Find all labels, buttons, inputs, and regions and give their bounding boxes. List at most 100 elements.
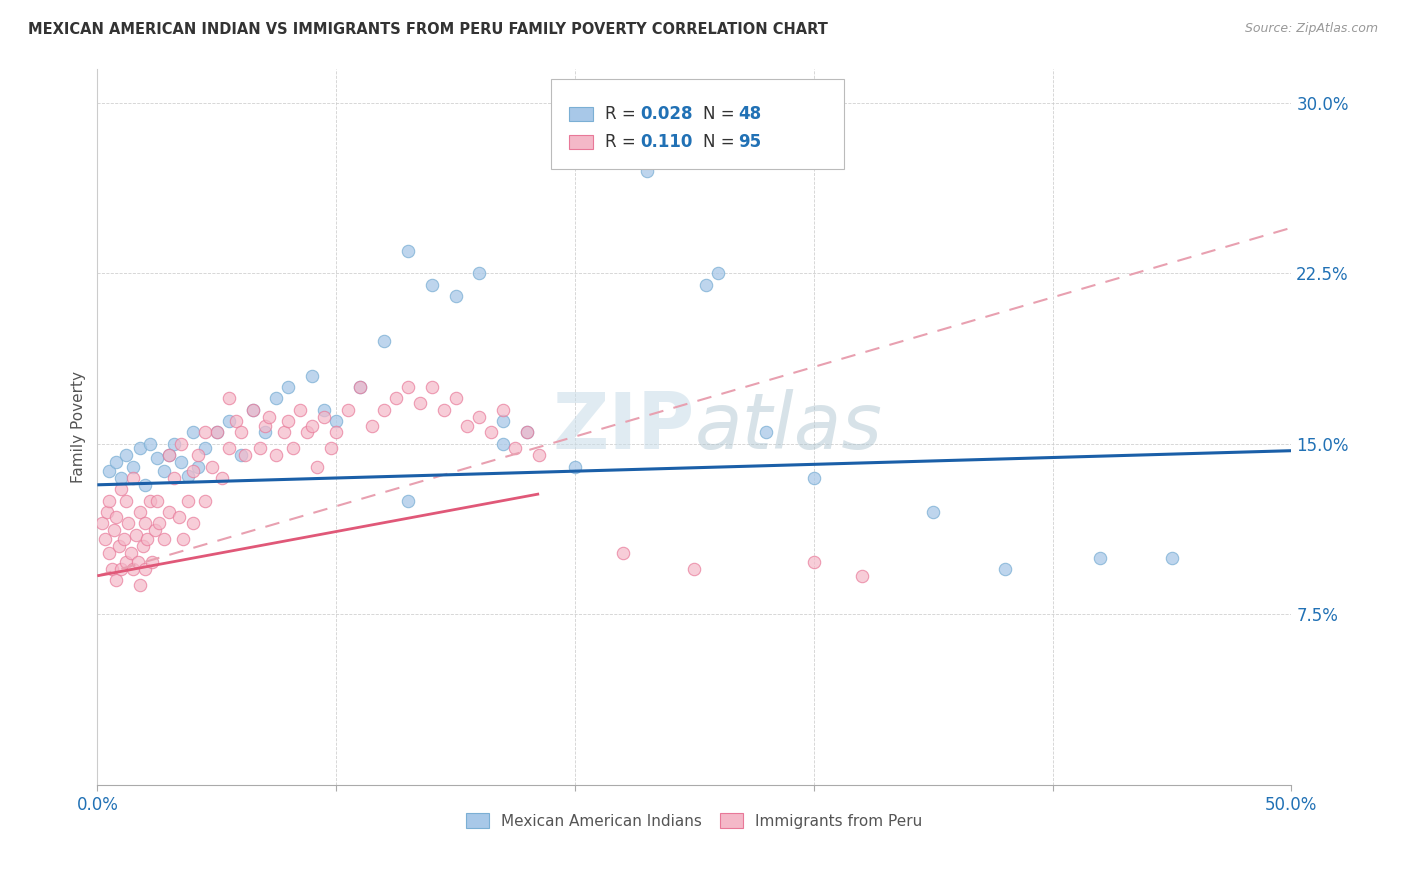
Point <box>100 562 122 576</box>
Point <box>93 533 115 547</box>
Point <box>157 505 180 519</box>
Point <box>242 402 264 417</box>
Point <box>301 418 323 433</box>
Text: N =: N = <box>703 105 740 123</box>
Point <box>181 464 204 478</box>
Point <box>110 471 132 485</box>
Point <box>409 396 432 410</box>
Point <box>396 380 419 394</box>
Point <box>136 533 159 547</box>
Point <box>141 555 163 569</box>
Point <box>181 425 204 440</box>
Point <box>115 555 138 569</box>
Point <box>297 425 319 440</box>
Point <box>277 414 299 428</box>
Point <box>695 277 717 292</box>
Point <box>1090 550 1112 565</box>
Point <box>96 505 118 519</box>
Point <box>153 464 176 478</box>
Point <box>229 425 252 440</box>
Point <box>321 442 343 456</box>
Point <box>124 528 146 542</box>
FancyBboxPatch shape <box>551 79 844 169</box>
Point <box>177 493 200 508</box>
Point <box>129 578 152 592</box>
Point <box>157 448 180 462</box>
Text: MEXICAN AMERICAN INDIAN VS IMMIGRANTS FROM PERU FAMILY POVERTY CORRELATION CHART: MEXICAN AMERICAN INDIAN VS IMMIGRANTS FR… <box>28 22 828 37</box>
Point <box>259 409 281 424</box>
Point <box>283 442 305 456</box>
Point <box>218 392 240 406</box>
Point <box>266 448 288 462</box>
Point <box>98 493 121 508</box>
Point <box>157 448 180 462</box>
Point <box>127 555 149 569</box>
Point <box>373 402 395 417</box>
Point <box>134 516 156 531</box>
Point <box>132 539 155 553</box>
Point <box>994 562 1017 576</box>
Point <box>108 539 131 553</box>
Point <box>349 380 371 394</box>
Point <box>396 244 419 258</box>
Point <box>277 380 299 394</box>
Point <box>110 483 132 497</box>
Text: Source: ZipAtlas.com: Source: ZipAtlas.com <box>1244 22 1378 36</box>
Point <box>444 289 467 303</box>
Point <box>110 562 132 576</box>
Point <box>187 448 209 462</box>
Point <box>803 471 825 485</box>
Text: 0.028: 0.028 <box>641 105 693 123</box>
Point <box>148 516 170 531</box>
Point <box>479 425 502 440</box>
Text: R =: R = <box>605 133 645 151</box>
Point <box>273 425 295 440</box>
Point <box>122 562 145 576</box>
Point <box>301 368 323 383</box>
Point <box>112 533 135 547</box>
Point <box>134 562 156 576</box>
Text: atlas: atlas <box>695 389 882 465</box>
Point <box>117 516 139 531</box>
Point <box>420 380 443 394</box>
Point <box>103 524 125 538</box>
Point <box>444 392 467 406</box>
Point <box>1161 550 1184 565</box>
Point <box>636 164 658 178</box>
Point <box>91 516 114 531</box>
Point <box>456 418 478 433</box>
Point <box>105 509 128 524</box>
Point <box>170 437 193 451</box>
Point <box>803 555 825 569</box>
Text: 48: 48 <box>738 105 762 123</box>
Point <box>98 546 121 560</box>
Point <box>516 425 538 440</box>
Point <box>249 442 271 456</box>
Point <box>187 459 209 474</box>
Point <box>153 533 176 547</box>
Point <box>612 546 634 560</box>
Point <box>468 266 491 280</box>
Point <box>194 493 217 508</box>
Point <box>290 402 312 417</box>
Point <box>527 448 550 462</box>
Point <box>361 418 384 433</box>
Text: ZIP: ZIP <box>553 389 695 465</box>
Point <box>122 459 145 474</box>
Point <box>433 402 456 417</box>
Point <box>139 437 162 451</box>
Point <box>229 448 252 462</box>
Point <box>349 380 371 394</box>
Point <box>253 425 276 440</box>
Point <box>325 414 347 428</box>
Point <box>172 533 194 547</box>
Point <box>218 414 240 428</box>
Point <box>503 442 526 456</box>
Point <box>181 516 204 531</box>
Point <box>314 409 336 424</box>
Point <box>177 468 200 483</box>
Point <box>115 448 138 462</box>
Point <box>266 392 288 406</box>
Point <box>143 524 166 538</box>
Point <box>314 402 336 417</box>
